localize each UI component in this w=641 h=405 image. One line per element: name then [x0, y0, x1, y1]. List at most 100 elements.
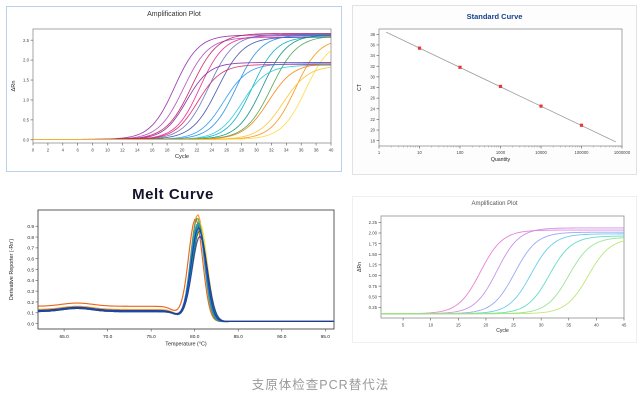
svg-text:1000000: 1000000	[614, 150, 631, 155]
svg-text:26: 26	[224, 147, 229, 152]
svg-text:40: 40	[594, 322, 599, 327]
svg-text:15: 15	[456, 322, 461, 327]
amplification-plot-small-canvas: 5 10 15 20 25 30 35 40 45 0.25 0.50 0.75 1.00 1.25 1.5…	[357, 215, 627, 334]
svg-text:0.9: 0.9	[27, 224, 34, 230]
svg-text:1000: 1000	[496, 150, 506, 155]
svg-text:8: 8	[91, 147, 94, 152]
svg-text:22: 22	[195, 147, 200, 152]
svg-text:0.4: 0.4	[27, 278, 34, 284]
svg-text:14: 14	[135, 147, 140, 152]
amplification-plot-panel: Amplification Plot 0 2 4 6 8 10 12 14 16 18 20 22 24…	[6, 6, 342, 172]
svg-text:2.25: 2.25	[369, 220, 378, 225]
svg-text:10: 10	[105, 147, 110, 152]
svg-text:38: 38	[370, 32, 375, 37]
svg-text:1.25: 1.25	[369, 262, 378, 267]
svg-text:100000: 100000	[575, 150, 590, 155]
svg-text:20: 20	[180, 147, 185, 152]
svg-text:1: 1	[378, 150, 381, 155]
svg-text:75.0: 75.0	[147, 333, 157, 339]
svg-text:18: 18	[370, 139, 375, 144]
svg-text:0.5: 0.5	[23, 117, 30, 122]
svg-text:18: 18	[165, 147, 170, 152]
svg-text:0.50: 0.50	[369, 294, 378, 299]
melt-curve-panel: Melt Curve 65.0 70.0 75.0 80.0 85.0 90.0 95.0 0…	[6, 184, 340, 357]
svg-text:Cycle: Cycle	[496, 328, 509, 334]
svg-text:85.0: 85.0	[234, 333, 244, 339]
amplification-plot-canvas: 0 2 4 6 8 10 12 14 16 18 20 22 24 26 28 30 32 34 36 38 400.0…	[11, 28, 334, 160]
amplification-plot-small-panel: Amplification Plot 5 10 15 20 25 30 35 40 45 0.25…	[352, 196, 637, 343]
svg-text:1.5: 1.5	[23, 77, 30, 82]
svg-text:0.25: 0.25	[369, 305, 378, 310]
svg-text:2.0: 2.0	[23, 57, 30, 62]
svg-text:100: 100	[457, 150, 465, 155]
svg-text:2.5: 2.5	[23, 37, 30, 42]
svg-text:32: 32	[269, 147, 274, 152]
svg-text:CT: CT	[357, 83, 363, 91]
svg-text:6: 6	[77, 147, 80, 152]
svg-text:Quantity: Quantity	[491, 157, 511, 163]
melt-curve-canvas: 65.0 70.0 75.0 80.0 85.0 90.0 95.0 0.0 0.1 0.2 0.3…	[9, 209, 335, 347]
svg-text:ΔRn: ΔRn	[11, 80, 17, 91]
svg-text:ΔRn: ΔRn	[357, 262, 363, 272]
svg-text:0.0: 0.0	[27, 321, 34, 327]
svg-text:1.0: 1.0	[23, 97, 30, 102]
svg-text:Derivative Reporter (-Rn'): Derivative Reporter (-Rn')	[9, 238, 15, 299]
svg-text:0.75: 0.75	[369, 283, 378, 288]
svg-text:0.6: 0.6	[27, 256, 34, 262]
standard-curve-title: Standard Curve	[466, 12, 523, 21]
svg-text:1.75: 1.75	[369, 241, 378, 246]
svg-text:1.00: 1.00	[369, 273, 378, 278]
svg-text:Cycle: Cycle	[175, 154, 189, 160]
svg-text:65.0: 65.0	[59, 333, 69, 339]
svg-text:28: 28	[370, 85, 375, 90]
svg-text:34: 34	[284, 147, 289, 152]
svg-text:10: 10	[428, 322, 433, 327]
svg-text:0.1: 0.1	[27, 310, 34, 316]
svg-text:34: 34	[370, 53, 375, 58]
svg-text:4: 4	[62, 147, 65, 152]
svg-text:80.0: 80.0	[190, 333, 200, 339]
svg-text:40: 40	[329, 147, 334, 152]
svg-text:70.0: 70.0	[103, 333, 113, 339]
svg-text:10000: 10000	[535, 150, 547, 155]
svg-text:16: 16	[150, 147, 155, 152]
svg-text:36: 36	[299, 147, 304, 152]
svg-text:0.8: 0.8	[27, 234, 34, 240]
svg-text:32: 32	[370, 64, 375, 69]
svg-text:Temperature (°C): Temperature (°C)	[165, 341, 207, 347]
svg-text:30: 30	[254, 147, 259, 152]
svg-text:38: 38	[314, 147, 319, 152]
svg-text:90.0: 90.0	[277, 333, 287, 339]
svg-text:0.0: 0.0	[23, 137, 30, 142]
svg-text:35: 35	[566, 322, 571, 327]
melt-curve-title: Melt Curve	[132, 186, 214, 203]
svg-text:0: 0	[32, 147, 35, 152]
amplification-plot-title: Amplification Plot	[147, 11, 201, 18]
svg-text:2.00: 2.00	[369, 230, 378, 235]
svg-text:45: 45	[622, 322, 627, 327]
svg-text:0.3: 0.3	[27, 288, 34, 294]
svg-text:2: 2	[47, 147, 50, 152]
svg-text:25: 25	[511, 322, 516, 327]
svg-text:30: 30	[539, 322, 544, 327]
caption: 支原体检查PCR替代法	[251, 378, 390, 392]
svg-text:26: 26	[370, 96, 375, 101]
svg-text:28: 28	[239, 147, 244, 152]
svg-text:20: 20	[484, 322, 489, 327]
svg-text:0.7: 0.7	[27, 245, 34, 251]
svg-text:22: 22	[370, 117, 375, 122]
svg-text:36: 36	[370, 43, 375, 48]
amplification-plot-small-title: Amplification Plot	[471, 201, 518, 207]
svg-text:0.2: 0.2	[27, 299, 34, 305]
svg-text:12: 12	[120, 147, 125, 152]
standard-curve-canvas: 1 10 100 1000 10000 100000 1000000 18 20 22 24 26 28…	[357, 28, 631, 163]
svg-text:24: 24	[370, 107, 375, 112]
standard-curve-panel: Standard Curve 1 10 100 1000 10000 100000 1000…	[352, 5, 637, 176]
svg-text:20: 20	[370, 128, 375, 133]
svg-text:95.0: 95.0	[321, 333, 331, 339]
svg-text:1.50: 1.50	[369, 251, 378, 256]
svg-text:10: 10	[417, 150, 422, 155]
svg-text:5: 5	[402, 322, 405, 327]
svg-text:30: 30	[370, 75, 375, 80]
